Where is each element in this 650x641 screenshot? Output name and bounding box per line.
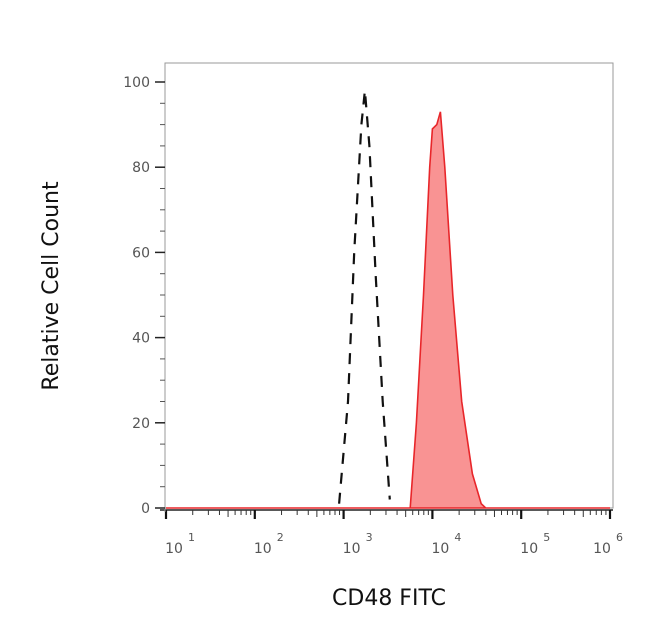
series-dashed-histogram: [338, 90, 391, 504]
x-tick-exponent: 4: [454, 531, 461, 544]
x-tick-label: 10: [520, 541, 538, 557]
x-tick-label: 10: [254, 541, 272, 557]
x-tick-exponent: 5: [543, 531, 550, 544]
series-filled-histogram: [166, 111, 610, 509]
x-tick-exponent: 2: [277, 531, 284, 544]
y-tick-label: 60: [132, 245, 150, 261]
y-tick-label: 100: [123, 75, 150, 91]
y-axis-label: Relative Cell Count: [39, 181, 64, 391]
x-tick-label: 10: [343, 541, 361, 557]
y-tick-label: 40: [132, 331, 150, 347]
x-tick-exponent: 6: [616, 531, 623, 544]
plot-frame: [164, 62, 614, 509]
x-tick-exponent: 3: [366, 531, 373, 544]
y-tick-label: 0: [141, 501, 150, 517]
x-axis-label: CD48 FITC: [332, 586, 446, 611]
x-tick-exponent: 1: [188, 531, 195, 544]
x-tick-label: 10: [593, 541, 611, 557]
x-tick-label: 10: [165, 541, 183, 557]
y-tick-label: 80: [132, 160, 150, 176]
x-tick-label: 10: [431, 541, 449, 557]
y-tick-label: 20: [132, 416, 150, 432]
